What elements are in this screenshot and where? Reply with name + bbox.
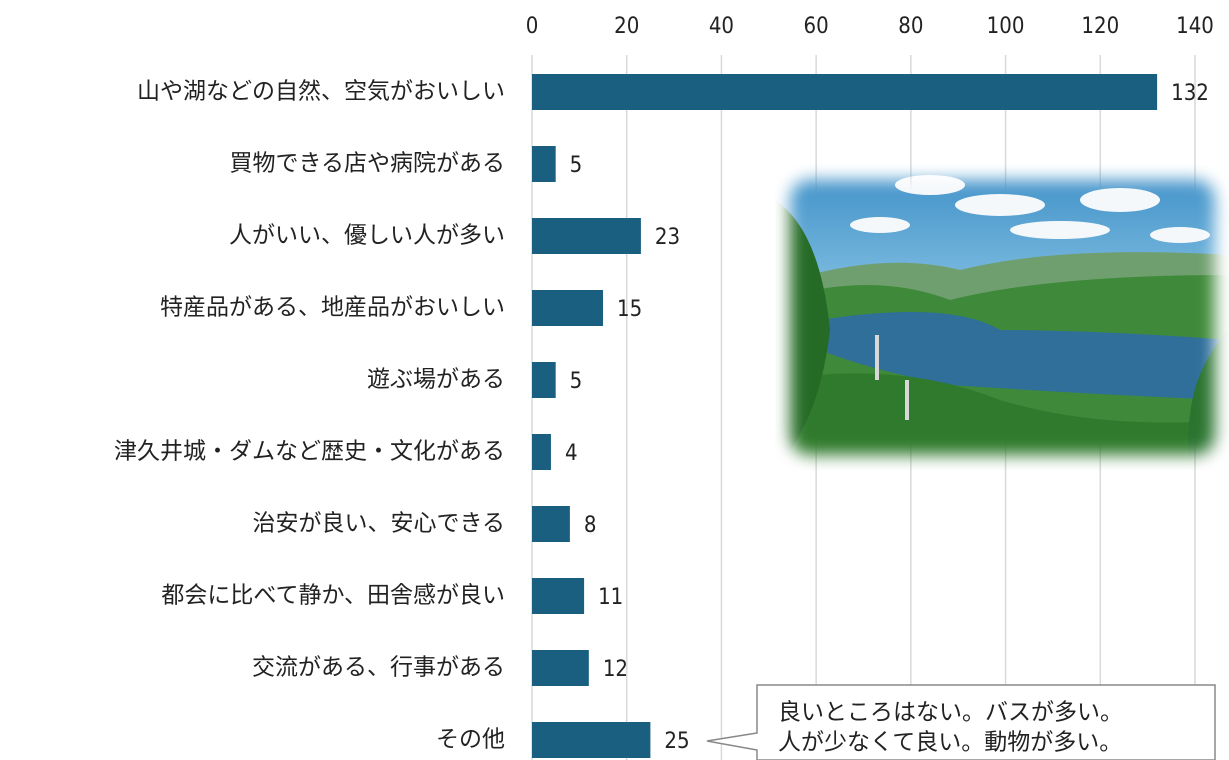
x-tick-label: 120	[1081, 14, 1119, 39]
bar	[532, 74, 1158, 110]
category-label: 治安が良い、安心できる	[252, 511, 505, 537]
x-tick-label: 20	[614, 14, 639, 39]
bar	[532, 578, 585, 614]
bar	[532, 650, 589, 686]
value-label: 8	[584, 513, 597, 538]
bar	[532, 362, 556, 398]
x-tick-label: 140	[1176, 14, 1214, 39]
x-tick-label: 100	[987, 14, 1025, 39]
bar	[532, 434, 551, 470]
value-label: 11	[598, 585, 623, 610]
category-label: 山や湖などの自然、空気がおいしい	[137, 79, 505, 105]
value-label: 15	[617, 297, 642, 322]
category-label: 都会に比べて静か、田舎感が良い	[161, 583, 505, 609]
value-label: 5	[570, 369, 583, 394]
category-label: その他	[436, 727, 505, 753]
value-label: 132	[1171, 81, 1209, 106]
bar	[532, 218, 641, 254]
x-tick-label: 60	[804, 14, 829, 39]
callout: 良いところはない。バスが多い。 人が少なくて良い。動物が多い。	[706, 684, 1216, 760]
value-label: 25	[664, 729, 689, 754]
annotation: 人が少なくて良い。動物が多い。	[778, 730, 1122, 756]
category-label: 交流がある、行事がある	[252, 655, 505, 681]
value-label: 12	[603, 657, 628, 682]
landscape-illustration	[775, 165, 1229, 470]
category-label: 遊ぶ場がある	[367, 367, 505, 393]
bar	[532, 146, 556, 182]
x-tick-label: 40	[709, 14, 734, 39]
x-tick-label: 0	[526, 14, 539, 39]
category-label: 人がいい、優しい人が多い	[229, 223, 505, 249]
x-tick-label: 80	[898, 14, 923, 39]
category-label: 特産品がある、地産品がおいしい	[160, 295, 505, 321]
callout-box	[706, 684, 1216, 760]
category-label: 津久井城・ダムなど歴史・文化がある	[114, 439, 505, 465]
value-label: 5	[570, 153, 583, 178]
category-label: 買物できる店や病院がある	[229, 151, 505, 177]
value-label: 4	[565, 441, 578, 466]
value-label: 23	[655, 225, 680, 250]
bar	[532, 506, 570, 542]
annotation: 良いところはない。バスが多い。	[778, 700, 1123, 726]
bar	[532, 722, 651, 758]
bar	[532, 290, 604, 326]
